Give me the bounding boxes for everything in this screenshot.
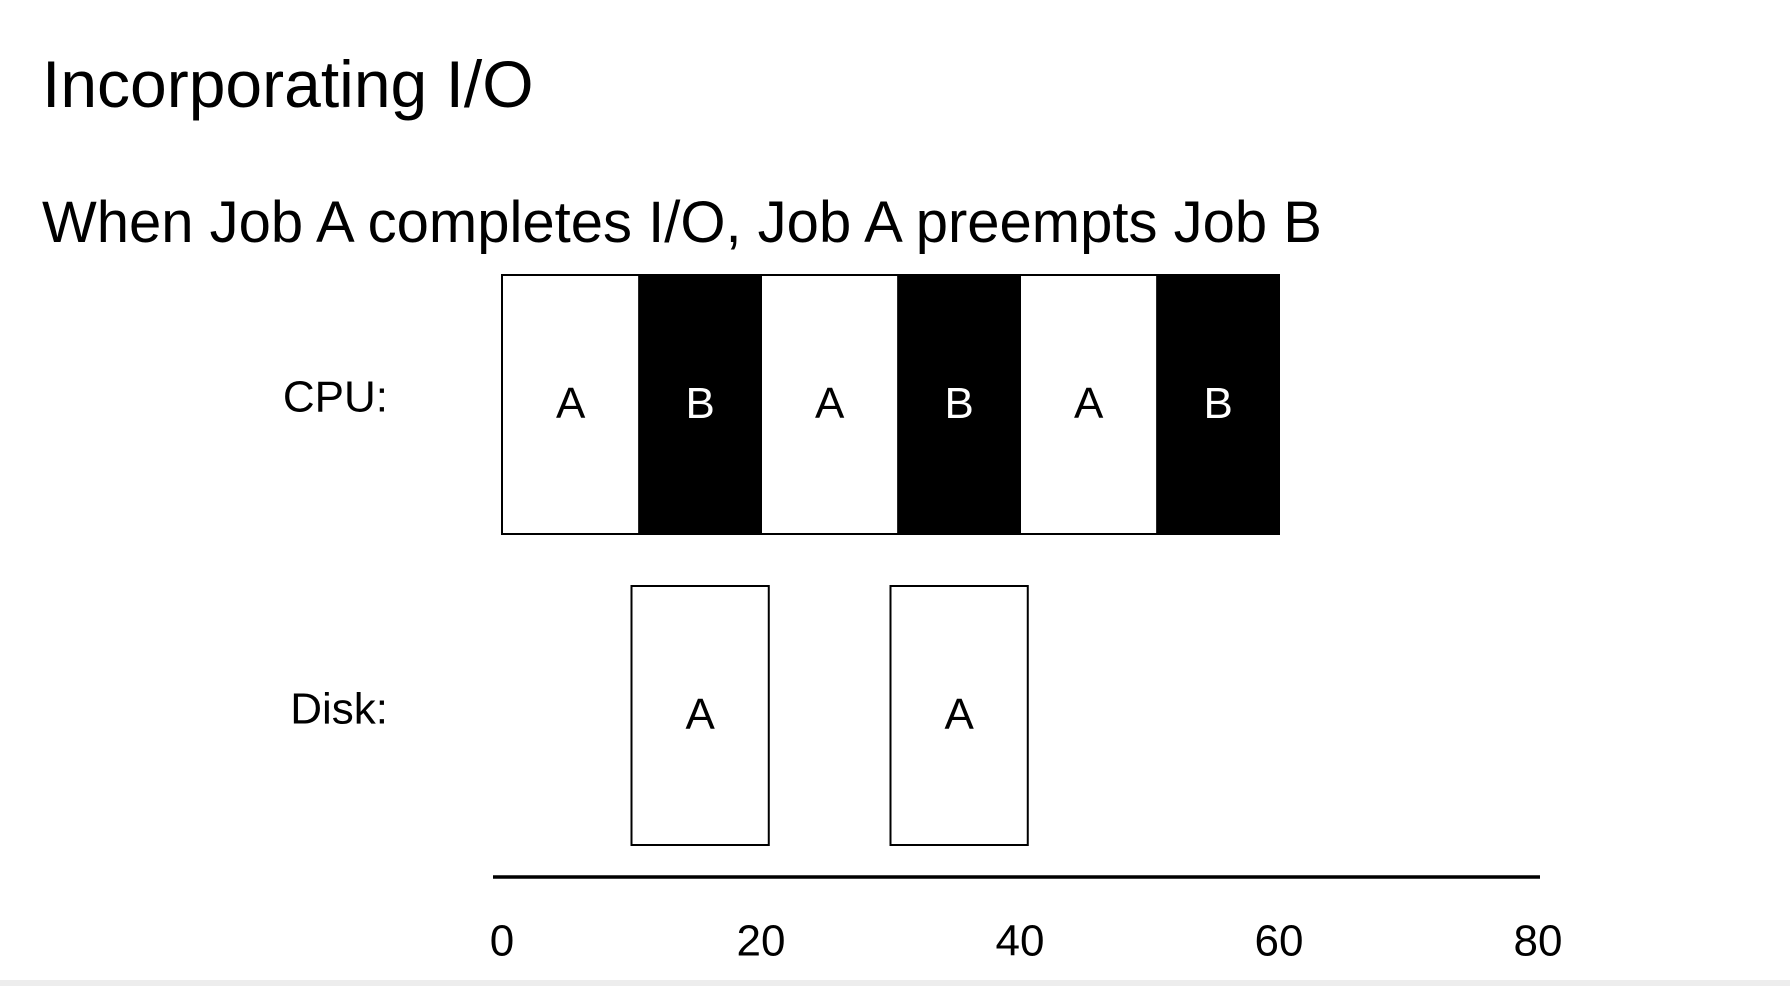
slide-subtitle: When Job A completes I/O, Job A preempts… (42, 190, 1322, 255)
disk-segment-a-1 (630, 585, 770, 846)
cpu-segment-label-1: A (556, 379, 586, 428)
cpu-segment-b-4 (897, 274, 1022, 535)
cpu-segment-label-4: B (944, 379, 973, 428)
cpu-segment-b-6 (1156, 274, 1281, 535)
x-tick-label-40: 40 (996, 917, 1045, 966)
cpu-segment-label-2: B (685, 379, 714, 428)
cpu-segment-label-3: A (815, 379, 845, 428)
cpu-segment-label-5: A (1074, 379, 1104, 428)
x-tick-label-80: 80 (1514, 917, 1563, 966)
x-tick-label-0: 0 (490, 917, 514, 966)
cpu-segment-label-6: B (1203, 379, 1232, 428)
disk-segment-label-2: A (944, 690, 974, 739)
slide-title: Incorporating I/O (42, 47, 534, 121)
cpu-row-label: CPU: (283, 373, 388, 422)
x-tick-label-60: 60 (1255, 917, 1304, 966)
disk-row-label: Disk: (290, 685, 388, 734)
cpu-segment-a-1 (501, 274, 641, 535)
disk-segment-a-2 (889, 585, 1029, 846)
disk-segment-label-1: A (685, 690, 715, 739)
x-tick-label-20: 20 (737, 917, 786, 966)
cpu-segment-a-5 (1019, 274, 1159, 535)
bottom-strip (0, 980, 1790, 986)
